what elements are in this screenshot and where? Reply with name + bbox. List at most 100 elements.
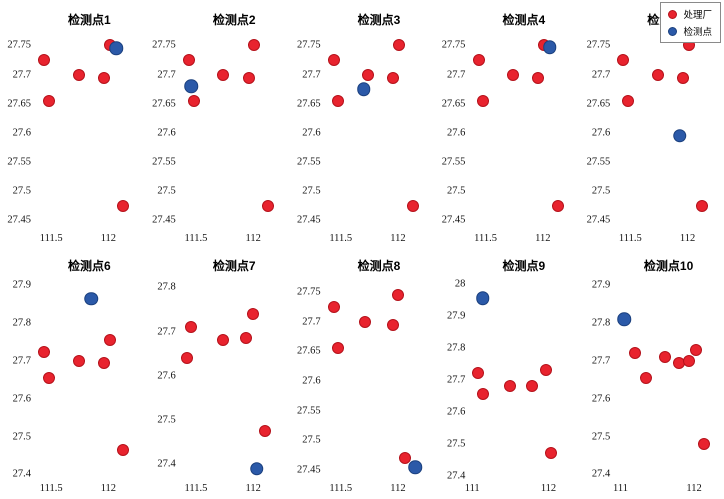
y-tick-label: 27.75 [586, 39, 611, 51]
plant-point [185, 321, 198, 334]
x-axis: 111.5 112 [613, 232, 716, 246]
x-tick-label: 111.5 [618, 233, 642, 244]
subplot-title: 检测点2 [212, 13, 256, 27]
plot-area [613, 28, 716, 232]
plant-point [406, 199, 419, 212]
subplot-title: 检测点6 [68, 259, 111, 273]
y-tick-label: 27.45 [152, 214, 176, 226]
y-tick-label: 27.7 [12, 355, 31, 367]
plant-point [525, 380, 538, 392]
y-tick-label: 27.75 [152, 39, 176, 51]
plant-point [391, 288, 404, 301]
y-tick-label: 27.5 [447, 185, 466, 197]
subplot-7: 检测点7 27.4 27.5 27.6 27.7 27.8 111.5 112 [145, 258, 290, 496]
y-tick-label: 27.7 [157, 326, 176, 338]
plant-point [217, 334, 230, 347]
y-tick-label: 27.9 [591, 279, 611, 291]
detection-point [109, 41, 124, 56]
plot-area [468, 274, 571, 482]
plant-point [532, 71, 545, 84]
plant-point [180, 352, 193, 365]
y-tick-label: 27.55 [7, 156, 31, 168]
plant-marker-icon [668, 9, 678, 19]
y-tick-label: 27.55 [586, 156, 611, 168]
plant-point [72, 354, 85, 367]
plant-point [476, 388, 489, 400]
plant-point [477, 94, 490, 107]
y-axis: 27.45 27.5 27.55 27.6 27.65 27.7 27.75 [434, 28, 468, 232]
y-tick-label: 27.8 [157, 281, 176, 293]
plant-point [551, 199, 564, 212]
plant-point [97, 71, 110, 84]
plant-point [72, 68, 85, 81]
y-axis: 27.4 27.5 27.6 27.7 27.8 27.9 [579, 274, 613, 482]
y-tick-label: 27.6 [157, 370, 176, 382]
detection-point [84, 291, 98, 306]
plant-point [38, 54, 51, 67]
y-tick-label: 27.7 [591, 355, 611, 367]
subplot-1: 检测点1 27.45 27.5 27.55 27.6 27.65 27.7 27.75 11… [0, 12, 145, 246]
plant-point [103, 334, 116, 347]
subplot-title: 检测点10 [643, 259, 694, 273]
x-tick-label: 112 [679, 233, 696, 244]
plot-area [179, 274, 282, 482]
y-axis: 27.4 27.5 27.6 27.7 27.8 27.9 28 [434, 274, 468, 482]
plant-point [651, 68, 664, 81]
plant-point [472, 54, 485, 67]
plant-point [183, 54, 196, 67]
plant-point [117, 199, 130, 212]
y-tick-label: 27.45 [7, 214, 31, 226]
plant-point [472, 367, 485, 380]
subplot-10: 检测点10 27.4 27.5 27.6 27.7 27.8 27.9 111 112 [579, 258, 724, 496]
plant-point [629, 347, 642, 360]
x-axis: 111 112 [613, 482, 716, 496]
plant-point [332, 342, 345, 355]
y-tick-label: 27.55 [152, 156, 176, 168]
y-tick-label: 27.65 [7, 98, 31, 110]
plant-point [117, 443, 130, 456]
subplot-title: 检测点3 [357, 13, 401, 27]
x-axis: 111.5 112 [34, 482, 137, 496]
x-tick-label: 111.5 [329, 483, 353, 494]
subplot-title: 检测点8 [357, 259, 401, 273]
y-tick-label: 27.65 [441, 98, 466, 110]
plant-point [622, 94, 635, 107]
y-tick-label: 27.65 [296, 345, 321, 357]
detection-point [249, 461, 264, 476]
y-tick-label: 27.6 [302, 375, 321, 387]
plant-point [682, 354, 695, 367]
x-tick-label: 112 [245, 483, 261, 494]
y-tick-label: 27.6 [12, 393, 31, 405]
plant-point [387, 71, 400, 84]
detection-point [408, 460, 422, 474]
y-tick-label: 27.7 [591, 69, 611, 81]
plot-area [613, 274, 716, 482]
y-tick-label: 27.5 [12, 431, 31, 443]
y-tick-label: 27.5 [12, 185, 31, 197]
plant-point [504, 380, 517, 392]
plot-area [468, 28, 571, 232]
x-tick-label: 112 [686, 483, 702, 494]
y-tick-label: 27.4 [447, 470, 466, 482]
subplot-row-bottom: 检测点6 27.4 27.5 27.6 27.7 27.8 27.9 111.5 112 检… [0, 258, 724, 496]
y-tick-label: 27.65 [586, 98, 611, 110]
subplot-3: 检测点3 27.45 27.5 27.55 27.6 27.65 27.7 27.75 11… [290, 12, 435, 246]
y-tick-label: 27.6 [302, 127, 321, 139]
y-tick-label: 27.7 [447, 374, 466, 386]
plant-point [358, 315, 371, 328]
y-axis: 27.45 27.5 27.55 27.6 27.65 27.7 27.75 [0, 28, 34, 232]
subplot-row-top: 检测点1 27.45 27.5 27.55 27.6 27.65 27.7 27.75 11… [0, 12, 724, 246]
plot-area [324, 28, 427, 232]
y-tick-label: 27.5 [447, 438, 466, 450]
subplot-2: 检测点2 27.45 27.5 27.55 27.6 27.65 27.7 27.75 11… [145, 12, 290, 246]
plant-point [42, 94, 55, 107]
plant-point [393, 39, 406, 52]
plant-point [240, 332, 253, 345]
x-axis: 111.5 112 [324, 232, 427, 246]
subplot-6: 检测点6 27.4 27.5 27.6 27.7 27.8 27.9 111.5 112 [0, 258, 145, 496]
plant-point [540, 364, 553, 376]
subplot-title: 检测点4 [502, 13, 546, 27]
detection-point [356, 82, 371, 96]
y-tick-label: 27.45 [441, 214, 466, 226]
x-tick-label: 111 [464, 483, 480, 494]
